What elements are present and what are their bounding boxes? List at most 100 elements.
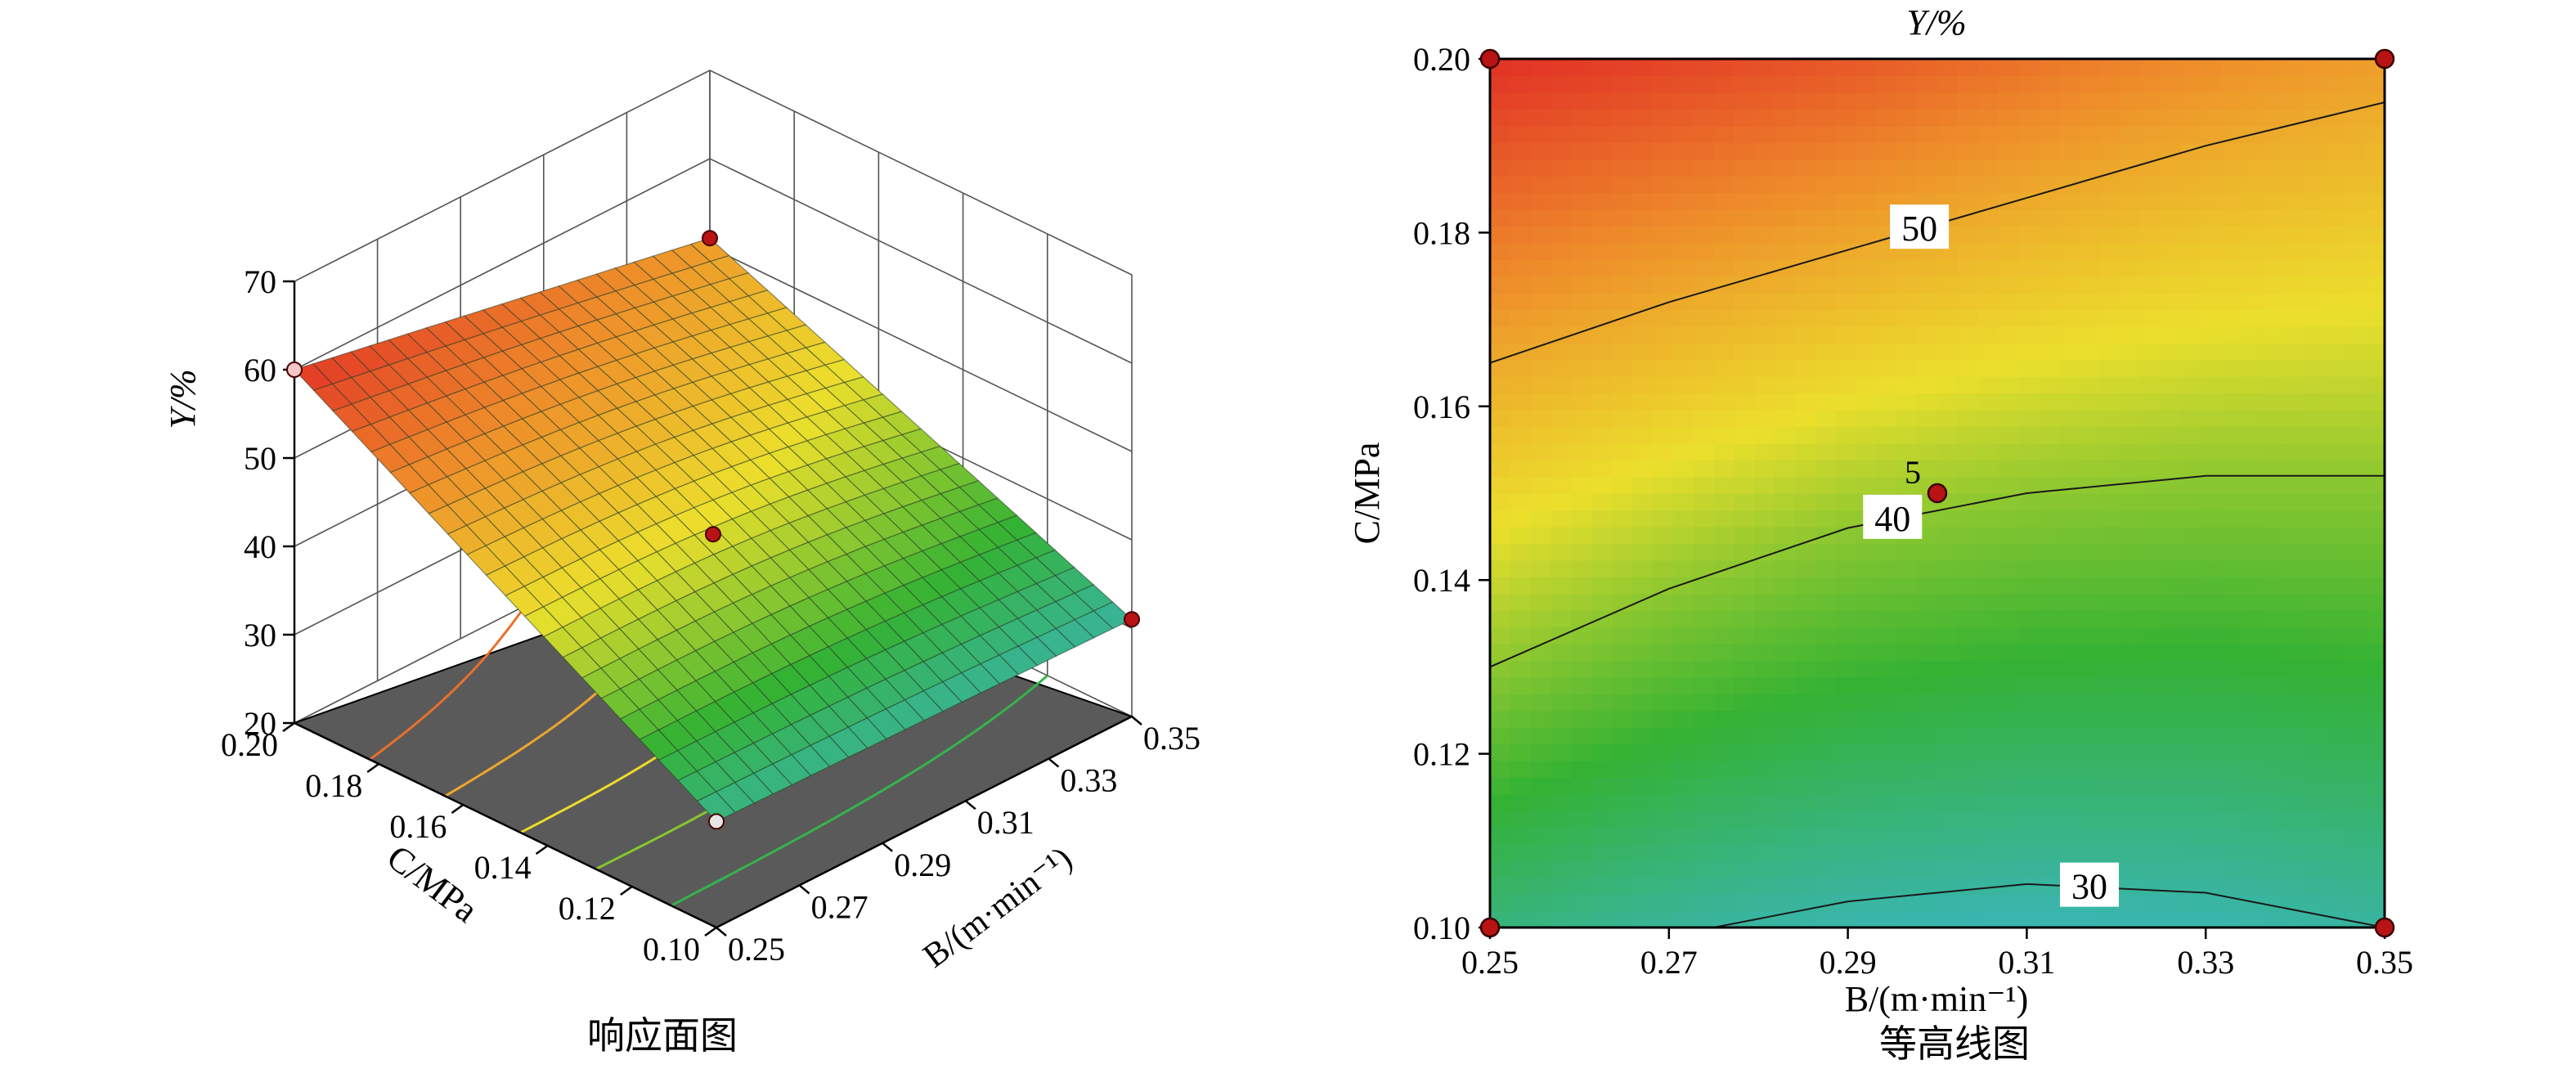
contour-fill-cell bbox=[1977, 426, 1999, 444]
contour-fill-cell bbox=[1612, 409, 1633, 428]
contour-panel-caption: 等高线图 bbox=[1879, 1022, 2030, 1066]
contour-fill-cell bbox=[1957, 409, 1979, 428]
contour-fill-cell bbox=[2303, 376, 2325, 394]
contour-fill-cell bbox=[2120, 75, 2142, 93]
contour-fill-cell bbox=[2059, 276, 2080, 294]
contour-fill-cell bbox=[2364, 676, 2385, 694]
contour-fill-cell bbox=[2303, 343, 2325, 361]
surface-b-tick-label: 0.25 bbox=[728, 931, 785, 968]
contour-fill-cell bbox=[2059, 142, 2080, 160]
contour-fill-cell bbox=[2161, 676, 2183, 694]
contour-fill-cell bbox=[1998, 910, 2020, 928]
contour-fill-cell bbox=[2222, 811, 2243, 829]
contour-fill-cell bbox=[1896, 109, 1918, 127]
contour-fill-cell bbox=[2099, 543, 2121, 561]
contour-fill-cell bbox=[2120, 442, 2142, 460]
contour-fill-cell bbox=[1835, 811, 1857, 829]
contour-fill-cell bbox=[1713, 910, 1735, 928]
contour-fill-cell bbox=[2018, 326, 2040, 344]
contour-fill-cell bbox=[2059, 476, 2080, 494]
contour-fill-cell bbox=[2282, 159, 2304, 177]
contour-fill-cell bbox=[1815, 827, 1837, 845]
contour-fill-cell bbox=[1876, 811, 1898, 829]
contour-fill-cell bbox=[2161, 543, 2183, 561]
contour-fill-cell bbox=[2222, 176, 2243, 194]
contour-fill-cell bbox=[1876, 59, 1898, 77]
contour-fill-cell bbox=[1632, 493, 1654, 511]
contour-fill-cell bbox=[1713, 627, 1735, 645]
contour-fill-cell bbox=[1937, 910, 1959, 928]
contour-fill-cell bbox=[1713, 125, 1735, 143]
contour-fill-cell bbox=[1896, 777, 1918, 795]
contour-fill-cell bbox=[1856, 426, 1878, 444]
contour-fill-cell bbox=[1510, 726, 1532, 745]
contour-fill-cell bbox=[1591, 460, 1613, 478]
contour-fill-cell bbox=[1856, 176, 1878, 194]
contour-fill-cell bbox=[2303, 827, 2325, 845]
contour-fill-cell bbox=[2080, 643, 2101, 661]
contour-fill-cell bbox=[1998, 843, 2020, 862]
contour-fill-cell bbox=[2222, 510, 2243, 528]
contour-fill-cell bbox=[2344, 226, 2365, 244]
contour-fill-cell bbox=[1713, 176, 1735, 194]
contour-fill-cell bbox=[2099, 209, 2121, 227]
contour-fill-cell bbox=[1672, 92, 1694, 110]
contour-fill-cell bbox=[2262, 577, 2284, 595]
contour-fill-cell bbox=[2364, 793, 2385, 811]
contour-fill-cell bbox=[1734, 376, 1756, 394]
contour-fill-cell bbox=[2161, 176, 2183, 194]
contour-fill-cell bbox=[1775, 694, 1796, 712]
contour-fill-cell bbox=[2201, 125, 2223, 143]
contour-fill-cell bbox=[2099, 226, 2121, 244]
contour-fill-cell bbox=[2282, 543, 2304, 561]
contour-fill-cell bbox=[1998, 176, 2020, 194]
contour-fill-cell bbox=[1490, 209, 1511, 227]
contour-fill-cell bbox=[2080, 460, 2101, 478]
contour-fill-cell bbox=[2242, 259, 2264, 277]
contour-fill-cell bbox=[1937, 343, 1959, 361]
contour-fill-cell bbox=[1571, 760, 1593, 778]
contour-fill-cell bbox=[2181, 710, 2203, 728]
contour-fill-cell bbox=[1876, 409, 1898, 428]
contour-fill-cell bbox=[1977, 75, 1999, 93]
contour-fill-cell bbox=[2262, 843, 2284, 862]
surface-design-points bbox=[286, 230, 1140, 830]
contour-fill-cell bbox=[2059, 743, 2080, 761]
contour-fill-cell bbox=[2161, 426, 2183, 444]
contour-fill-cell bbox=[2262, 827, 2284, 845]
contour-fill-cell bbox=[1998, 192, 2020, 210]
contour-fill-cell bbox=[1632, 694, 1654, 712]
contour-fill-cell bbox=[2140, 510, 2162, 528]
contour-line-40 bbox=[1490, 474, 2385, 668]
contour-fill-cell bbox=[1957, 627, 1979, 645]
contour-fill-cell bbox=[1612, 192, 1633, 210]
contour-fill-cell bbox=[2039, 226, 2060, 244]
surface-design-point bbox=[705, 526, 721, 543]
contour-fill-cell bbox=[1652, 743, 1674, 761]
contour-fill-cell bbox=[2364, 159, 2385, 177]
contour-fill-cell bbox=[1632, 276, 1654, 294]
contour-fill-cell bbox=[2364, 777, 2385, 795]
contour-fill-cell bbox=[2242, 793, 2264, 811]
contour-fill-cell bbox=[2018, 627, 2040, 645]
contour-fill-cell bbox=[1571, 426, 1593, 444]
contour-fill-cell bbox=[1612, 75, 1633, 93]
contour-fill-cell bbox=[2344, 710, 2365, 728]
contour-fill-cell bbox=[1490, 476, 1511, 494]
contour-fill-cell bbox=[2039, 894, 2060, 912]
contour-fill-cell bbox=[2201, 811, 2223, 829]
contour-fill-cell bbox=[2242, 326, 2264, 344]
contour-fill-cell bbox=[2099, 59, 2121, 77]
contour-fill-cell bbox=[1490, 359, 1511, 377]
contour-fill-cell bbox=[1734, 259, 1756, 277]
contour-fill-cell bbox=[1754, 627, 1775, 645]
contour-fill-cell bbox=[1713, 75, 1735, 93]
contour-fill-cell bbox=[1998, 676, 2020, 694]
contour-fill-cell bbox=[1856, 393, 1878, 411]
contour-fill-cell bbox=[2201, 894, 2223, 912]
contour-fill-cell bbox=[2303, 326, 2325, 344]
contour-fill-cell bbox=[2140, 292, 2162, 311]
contour-fill-cell bbox=[1835, 226, 1857, 244]
contour-fill-cell bbox=[2018, 811, 2040, 829]
contour-fill-cell bbox=[2262, 75, 2284, 93]
